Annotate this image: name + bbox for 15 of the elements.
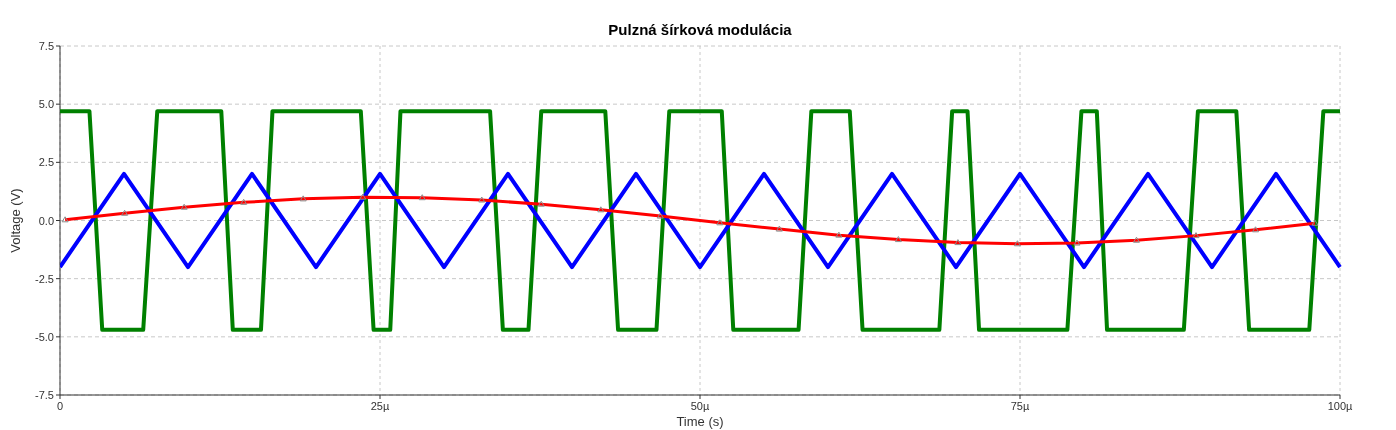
x-tick-label: 50µ (690, 400, 710, 412)
y-axis-title: Voltage (V) (8, 188, 23, 253)
y-tick-label: -5.0 (35, 330, 54, 343)
y-tick-label: 7.5 (38, 40, 54, 52)
y-tick-label: -2.5 (35, 272, 54, 285)
x-tick-label: 0 (56, 400, 64, 412)
chart-title: Pulzná šírková modulácia (608, 21, 793, 38)
y-tick-label: 2.5 (38, 156, 54, 169)
x-axis-title: Time (s) (676, 414, 724, 429)
y-tick-label: 0.0 (38, 214, 54, 227)
x-tick-label: 100µ (1327, 400, 1353, 412)
y-tick-label: -7.5 (35, 389, 54, 401)
x-tick-label: 25µ (370, 400, 390, 412)
x-tick-label: 75µ (1010, 400, 1030, 412)
y-tick-label: 5.0 (38, 98, 54, 111)
